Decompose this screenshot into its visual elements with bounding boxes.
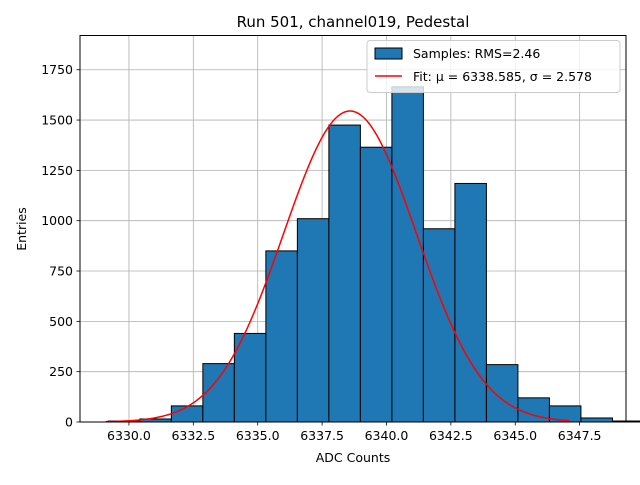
histogram-bar (233, 332, 267, 423)
y-axis-label: Entries (14, 207, 29, 251)
y-tick-label: 750 (49, 264, 73, 279)
y-tick-label: 1000 (41, 213, 73, 228)
histogram-bar (296, 218, 330, 423)
histogram-bar (328, 124, 361, 423)
x-tick-label: 6330.0 (107, 428, 151, 443)
y-tick-label: 500 (49, 314, 73, 329)
fit-curve-layer (105, 110, 570, 423)
histogram-bar (170, 405, 204, 423)
y-tick-label: 1500 (41, 113, 73, 128)
legend-box (366, 40, 621, 93)
histogram-bar (454, 182, 487, 423)
y-tick-label: 1750 (41, 62, 73, 77)
y-tick-label: 1250 (41, 163, 73, 178)
y-tick-label: 250 (49, 364, 73, 379)
x-tick-label: 6332.5 (171, 428, 215, 443)
x-tick-label: 6335.0 (236, 428, 280, 443)
histogram-bar (265, 250, 298, 423)
y-tick-label: 0 (65, 415, 73, 430)
histogram-bar (580, 417, 613, 423)
gaussian-fit-line (105, 110, 570, 423)
histogram-bar (359, 146, 393, 423)
legend-fit-label: Fit: μ = 6338.585, σ = 2.578 (413, 69, 592, 84)
legend-histogram-swatch (374, 47, 403, 60)
x-tick-label: 6345.0 (493, 428, 537, 443)
plot-frame (79, 35, 627, 423)
legend: Samples: RMS=2.46 Fit: μ = 6338.585, σ =… (366, 40, 621, 93)
histogram-bar (391, 86, 424, 423)
x-axis-label: ADC Counts (316, 450, 391, 465)
chart-title: Run 501, channel019, Pedestal (237, 13, 470, 31)
histogram-bar (422, 228, 456, 423)
x-tick-label: 6340.0 (365, 428, 409, 443)
histogram-bar (485, 364, 519, 423)
legend-histogram-label: Samples: RMS=2.46 (413, 46, 540, 61)
axis-ticks: 6330.0 6332.5 6335.0 6337.5 6340.0 6342.5 6345… (41, 62, 601, 443)
histogram-bar (202, 363, 235, 423)
x-tick-label: 6347.5 (558, 428, 602, 443)
x-tick-label: 6342.5 (429, 428, 473, 443)
x-tick-label: 6337.5 (300, 428, 344, 443)
